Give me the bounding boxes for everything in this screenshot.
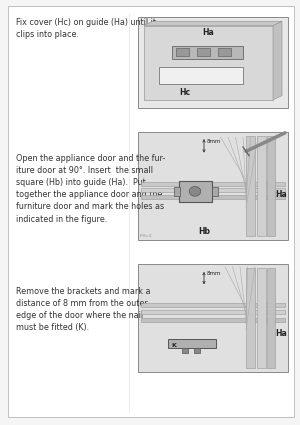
Bar [197,48,210,56]
Bar [141,181,285,186]
Bar [246,268,255,368]
Bar [246,136,255,236]
Text: Remove the brackets and mark a
distance of 8 mm from the outer
edge of the door : Remove the brackets and mark a distance … [16,287,151,332]
Text: Ha: Ha [202,28,214,37]
Bar [138,132,288,240]
Bar [194,348,200,353]
Text: Ha: Ha [275,329,286,338]
Text: Fix cover (Hc) on guide (Ha) until it
clips into place.: Fix cover (Hc) on guide (Ha) until it cl… [16,18,157,39]
Bar [176,48,189,56]
Text: 8mm: 8mm [207,271,221,276]
Bar [138,264,288,372]
Bar [256,268,266,368]
Text: K: K [171,343,176,348]
Text: IFH=2: IFH=2 [140,234,152,238]
Bar [168,339,216,348]
Bar [218,48,231,56]
Bar [178,181,212,202]
Bar [212,187,218,196]
Bar [141,188,285,193]
Text: Hb: Hb [198,227,210,236]
Polygon shape [273,21,282,100]
Bar [141,318,285,322]
Bar [172,45,243,59]
Bar [160,67,243,83]
Text: Hc: Hc [180,88,191,97]
Bar [256,136,266,236]
Ellipse shape [189,187,201,196]
Bar [138,17,288,108]
Bar [267,136,275,236]
Polygon shape [144,21,282,26]
Bar [182,348,188,353]
Bar [144,26,273,100]
Text: Open the appliance door and the fur-
iture door at 90°. Insert  the small
square: Open the appliance door and the fur- itu… [16,154,166,224]
Text: Ha: Ha [275,190,286,199]
Bar [267,268,275,368]
Bar [174,187,180,196]
Bar [141,195,285,199]
Text: 8mm: 8mm [207,139,221,144]
Bar [141,310,285,314]
Bar [141,303,285,307]
